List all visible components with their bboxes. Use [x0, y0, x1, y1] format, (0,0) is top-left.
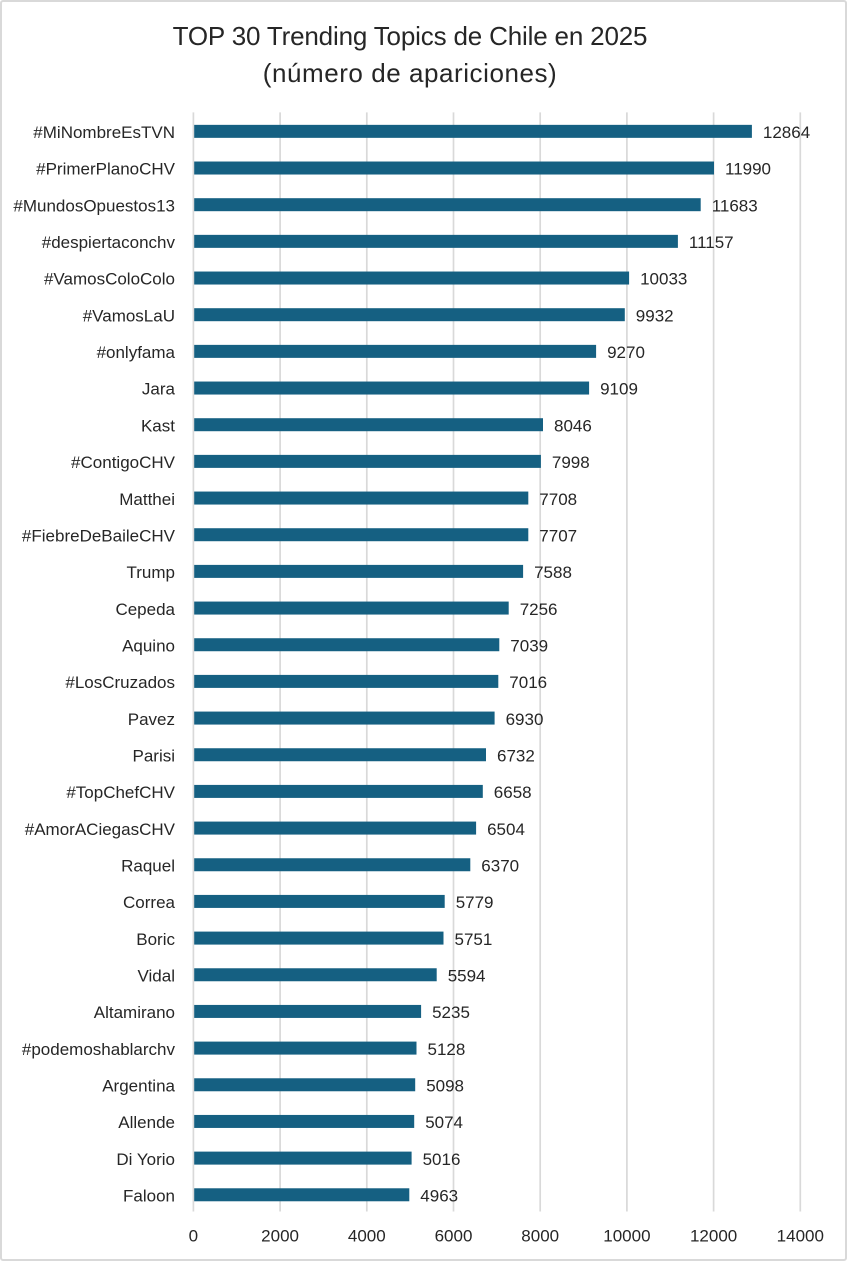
svg-text:Allende: Allende [118, 1113, 175, 1132]
svg-text:#FiebreDeBaileCHV: #FiebreDeBaileCHV [22, 526, 176, 545]
svg-text:8000: 8000 [521, 1227, 559, 1246]
svg-text:Parisi: Parisi [132, 746, 175, 765]
svg-text:Raquel: Raquel [121, 856, 175, 875]
svg-text:#PrimerPlanoCHV: #PrimerPlanoCHV [36, 160, 176, 179]
svg-text:7039: 7039 [510, 636, 548, 655]
svg-text:Argentina: Argentina [102, 1076, 175, 1095]
svg-text:#VamosLaU: #VamosLaU [83, 306, 175, 325]
svg-text:5751: 5751 [455, 930, 493, 949]
svg-text:6370: 6370 [481, 856, 519, 875]
svg-text:5779: 5779 [456, 893, 494, 912]
svg-text:8046: 8046 [554, 416, 592, 435]
svg-text:10033: 10033 [640, 270, 687, 289]
svg-text:(número de apariciones): (número de apariciones) [263, 58, 557, 88]
svg-text:7256: 7256 [520, 600, 558, 619]
svg-text:5016: 5016 [423, 1150, 461, 1169]
svg-text:10000: 10000 [603, 1227, 650, 1246]
svg-text:4000: 4000 [348, 1227, 386, 1246]
svg-text:11990: 11990 [725, 160, 771, 179]
svg-text:5098: 5098 [426, 1076, 464, 1095]
svg-text:Pavez: Pavez [128, 710, 175, 729]
svg-text:0: 0 [189, 1227, 198, 1246]
svg-text:2000: 2000 [261, 1227, 299, 1246]
svg-text:#AmorACiegasCHV: #AmorACiegasCHV [25, 820, 176, 839]
svg-text:Trump: Trump [127, 563, 176, 582]
svg-text:6658: 6658 [494, 783, 532, 802]
svg-text:Kast: Kast [141, 416, 175, 435]
svg-text:#LosCruzados: #LosCruzados [65, 673, 175, 692]
svg-text:11683: 11683 [712, 196, 758, 215]
svg-text:6504: 6504 [487, 820, 525, 839]
svg-text:7998: 7998 [552, 453, 590, 472]
svg-text:6000: 6000 [435, 1227, 473, 1246]
svg-text:#MiNombreEsTVN: #MiNombreEsTVN [33, 123, 175, 142]
svg-text:#VamosColoColo: #VamosColoColo [44, 270, 175, 289]
svg-text:11157: 11157 [689, 233, 734, 252]
svg-text:4963: 4963 [420, 1186, 458, 1205]
svg-text:#MundosOpuestos13: #MundosOpuestos13 [13, 196, 175, 215]
svg-text:7707: 7707 [539, 526, 577, 545]
svg-text:Aquino: Aquino [122, 636, 175, 655]
svg-text:Altamirano: Altamirano [94, 1003, 175, 1022]
svg-text:#ContigoCHV: #ContigoCHV [71, 453, 176, 472]
svg-text:12000: 12000 [690, 1227, 737, 1246]
svg-text:9932: 9932 [636, 306, 674, 325]
svg-text:Correa: Correa [123, 893, 176, 912]
svg-text:Matthei: Matthei [119, 490, 175, 509]
svg-text:6930: 6930 [506, 710, 544, 729]
svg-text:Vidal: Vidal [138, 966, 176, 985]
svg-text:14000: 14000 [777, 1227, 824, 1246]
svg-text:7016: 7016 [509, 673, 547, 692]
svg-text:9109: 9109 [600, 380, 638, 399]
svg-text:6732: 6732 [497, 746, 535, 765]
svg-text:7708: 7708 [539, 490, 577, 509]
svg-text:5128: 5128 [428, 1040, 466, 1059]
svg-text:Boric: Boric [136, 930, 175, 949]
svg-text:#podemoshablarchv: #podemoshablarchv [22, 1040, 176, 1059]
svg-text:5235: 5235 [432, 1003, 470, 1022]
svg-text:Jara: Jara [142, 380, 176, 399]
svg-text:Faloon: Faloon [123, 1186, 175, 1205]
svg-text:12864: 12864 [763, 123, 810, 142]
svg-text:9270: 9270 [607, 343, 645, 362]
svg-text:#despiertaconchv: #despiertaconchv [42, 233, 176, 252]
svg-text:Cepeda: Cepeda [115, 600, 175, 619]
svg-text:7588: 7588 [534, 563, 572, 582]
svg-text:5074: 5074 [425, 1113, 463, 1132]
svg-text:5594: 5594 [448, 966, 486, 985]
svg-text:TOP 30 Trending Topics de Chil: TOP 30 Trending Topics de Chile en 2025 [173, 21, 648, 51]
svg-text:#TopChefCHV: #TopChefCHV [66, 783, 175, 802]
svg-text:Di Yorio: Di Yorio [116, 1150, 175, 1169]
svg-text:#onlyfama: #onlyfama [97, 343, 176, 362]
